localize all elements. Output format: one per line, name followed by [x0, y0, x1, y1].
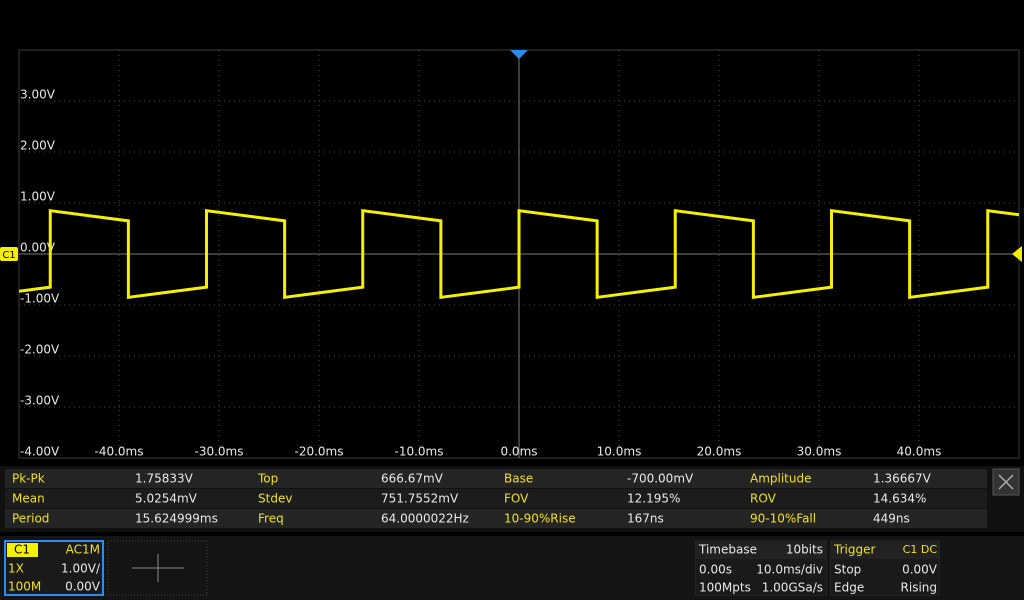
measure-value: -700.00mV — [627, 472, 694, 486]
x-tick-label: 10.0ms — [597, 445, 642, 459]
timebase-delay: 0.00s — [699, 563, 732, 577]
measure-value: 1.36667V — [873, 472, 932, 486]
trigger-level-marker — [1012, 246, 1022, 262]
trigger-level: 0.00V — [902, 563, 938, 577]
y-tick-label: 0.00V — [20, 241, 56, 255]
timebase-bits: 10bits — [786, 543, 823, 557]
channel-coupling: AC1M — [66, 543, 100, 557]
y-tick-label: 2.00V — [20, 139, 56, 153]
close-icon — [998, 474, 1014, 490]
x-tick-label: -40.0ms — [95, 445, 144, 459]
channel-probe: 1X — [8, 562, 24, 576]
channel-tag — [7, 543, 38, 557]
measure-label: Amplitude — [750, 472, 812, 486]
channel-name: C1 — [14, 543, 30, 557]
measure-label: Stdev — [258, 492, 292, 506]
measure-value: 751.7552mV — [381, 492, 459, 506]
measure-value: 64.0000022Hz — [381, 512, 469, 526]
timebase-memory: 100Mpts — [699, 581, 751, 595]
timebase-scale: 10.0ms/div — [756, 563, 823, 577]
measure-label: Mean — [12, 492, 45, 506]
measure-value: 12.195% — [627, 492, 680, 506]
measure-label: Base — [504, 472, 533, 486]
waveform — [18, 208, 1020, 300]
plot: -40.0ms -30.0ms -20.0ms -10.0ms 0.0ms 10.0ms 2… — [18, 50, 1020, 459]
measure-label: ROV — [750, 492, 777, 506]
trigger-state: Stop — [834, 563, 861, 577]
measure-value: 15.624999ms — [135, 512, 218, 526]
channel-marker-label: C1 — [2, 250, 15, 261]
trigger-slope: Rising — [901, 581, 937, 595]
trigger-type: Edge — [834, 581, 864, 595]
trigger-source: C1 DC — [903, 543, 938, 556]
channel-scale: 1.00V/ — [61, 562, 101, 576]
x-tick-label: 30.0ms — [797, 445, 842, 459]
measure-value: 666.67mV — [381, 472, 444, 486]
channel-offset: 0.00V — [65, 580, 101, 594]
y-tick-label: -3.00V — [20, 394, 60, 408]
y-tick-label: -2.00V — [20, 343, 60, 357]
x-tick-label: -30.0ms — [195, 445, 244, 459]
measure-label: 90-10%Fall — [750, 512, 816, 526]
x-tick-label: 0.0ms — [500, 445, 537, 459]
measure-row — [5, 469, 987, 488]
y-tick-label: -1.00V — [20, 292, 60, 306]
measure-label: Period — [12, 512, 49, 526]
trigger-body — [831, 559, 939, 595]
timebase-body — [696, 559, 826, 595]
measure-label: Pk-Pk — [12, 472, 45, 486]
add-channel-box[interactable] — [107, 540, 208, 596]
y-tick-label: 3.00V — [20, 88, 56, 102]
timebase-title: Timebase — [698, 543, 757, 557]
timebase-sample-rate: 1.00GSa/s — [762, 581, 823, 595]
channel-marker — [0, 247, 18, 261]
measure-table: Pk-Pk 1.75833V Top 666.67mV Base -700.00mV Amp… — [5, 469, 987, 528]
y-tick-label: -4.00V — [20, 445, 60, 459]
x-tick-label: 20.0ms — [697, 445, 742, 459]
measure-label: 10-90%Rise — [504, 512, 576, 526]
x-tick-label: -10.0ms — [395, 445, 444, 459]
measure-value: 1.75833V — [135, 472, 194, 486]
measure-row — [5, 489, 987, 508]
measure-value: 167ns — [627, 512, 664, 526]
measure-value: 14.634% — [873, 492, 926, 506]
add-icon — [132, 554, 184, 582]
trigger-title: Trigger — [833, 543, 875, 557]
channel-bandwidth: 100M — [8, 580, 41, 594]
trigger-position-marker — [510, 50, 528, 59]
measure-label: Freq — [258, 512, 284, 526]
measure-label: Top — [257, 472, 278, 486]
measure-label: FOV — [504, 492, 529, 506]
measure-value: 5.0254mV — [135, 492, 198, 506]
x-tick-label: -20.0ms — [295, 445, 344, 459]
measure-row — [5, 509, 987, 528]
measure-value: 449ns — [873, 512, 910, 526]
y-tick-label: 1.00V — [20, 190, 56, 204]
x-tick-label: 40.0ms — [897, 445, 942, 459]
